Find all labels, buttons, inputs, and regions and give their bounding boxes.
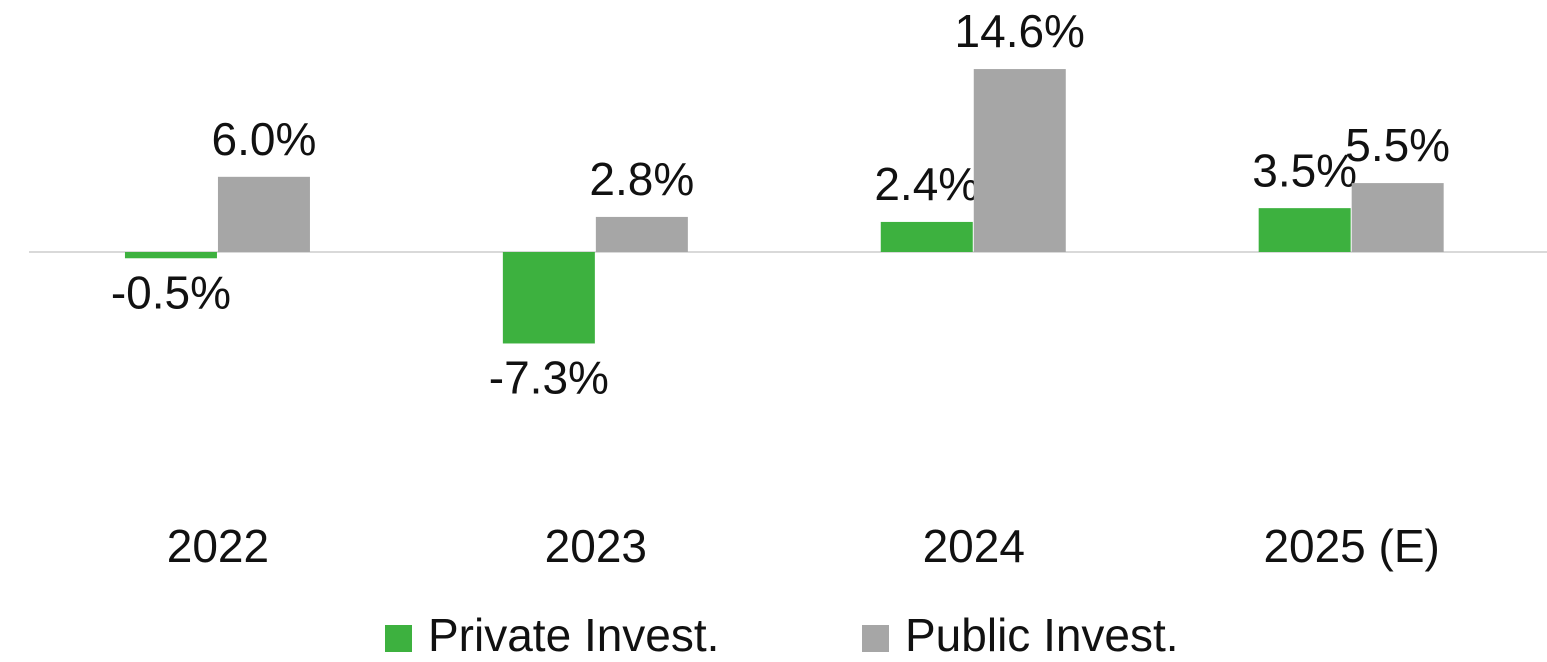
bar bbox=[217, 176, 310, 252]
legend-swatch bbox=[385, 625, 412, 652]
legend-label: Public Invest. bbox=[905, 609, 1179, 661]
bar bbox=[595, 216, 688, 252]
bar bbox=[124, 252, 217, 259]
legend-swatch bbox=[862, 625, 889, 652]
bar bbox=[1258, 208, 1351, 252]
x-tick-label: 2023 bbox=[545, 520, 647, 572]
value-label: 3.5% bbox=[1252, 144, 1357, 196]
value-label: 6.0% bbox=[212, 113, 317, 165]
value-label: -7.3% bbox=[489, 352, 609, 404]
bar bbox=[880, 221, 973, 252]
value-label: -0.5% bbox=[111, 266, 231, 318]
x-tick-label: 2022 bbox=[167, 520, 269, 572]
x-tick-label: 2024 bbox=[923, 520, 1025, 572]
value-label: 2.8% bbox=[589, 153, 694, 205]
bar bbox=[502, 252, 595, 344]
value-label: 5.5% bbox=[1345, 119, 1450, 171]
value-label: 14.6% bbox=[955, 5, 1085, 57]
legend-label: Private Invest. bbox=[428, 609, 719, 661]
bar bbox=[1351, 183, 1444, 252]
bar bbox=[973, 69, 1066, 252]
value-label: 2.4% bbox=[874, 158, 979, 210]
x-tick-label: 2025 (E) bbox=[1263, 520, 1439, 572]
